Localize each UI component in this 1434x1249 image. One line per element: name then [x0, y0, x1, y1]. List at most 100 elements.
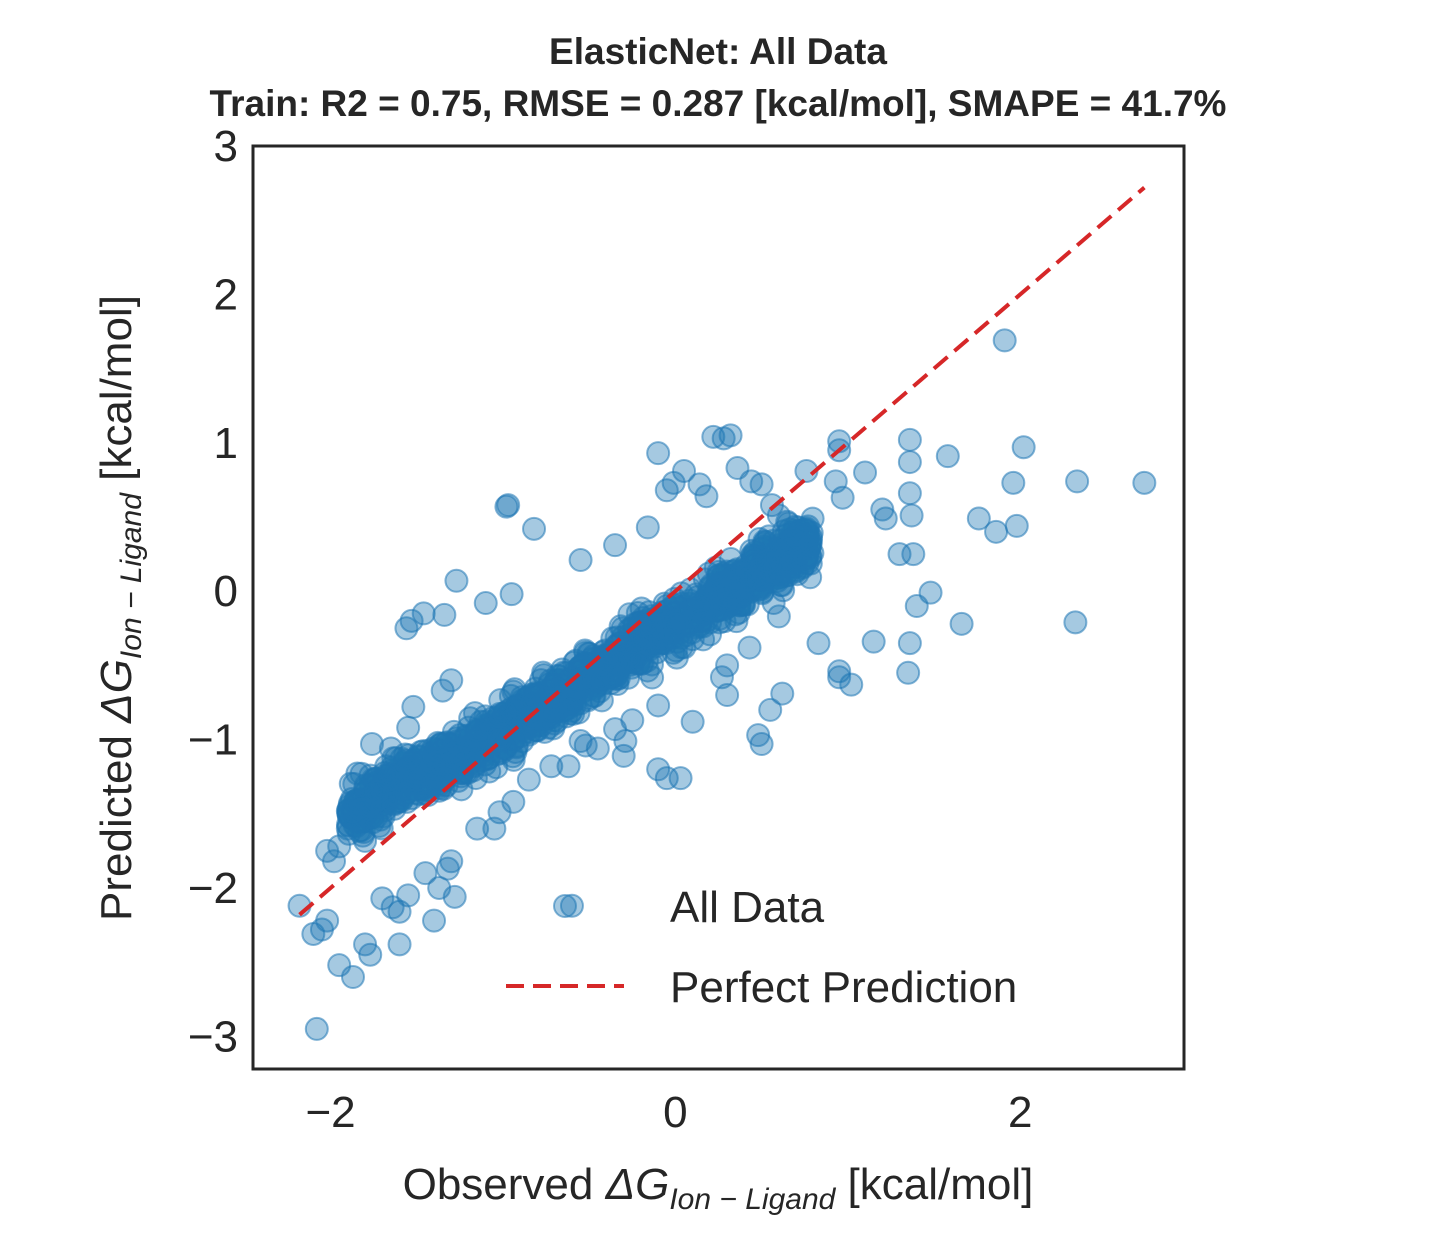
data-point: [539, 754, 564, 779]
data-point: [556, 754, 581, 779]
data-point: [749, 732, 774, 757]
data-point: [897, 427, 922, 452]
data-point: [477, 745, 502, 770]
y-tick-label: 2: [214, 270, 238, 319]
data-point: [715, 653, 740, 678]
data-point: [1132, 470, 1157, 495]
data-point: [897, 450, 922, 475]
data-points-dense-core: [335, 506, 825, 853]
y-axis-label: Predicted ΔGIon − Ligand [kcal/mol]: [92, 295, 148, 921]
data-point: [486, 704, 511, 729]
data-point: [897, 631, 922, 656]
data-point: [1063, 610, 1088, 635]
data-point: [758, 697, 783, 722]
data-point: [482, 816, 507, 841]
chart-title: ElasticNet: All Data: [549, 31, 887, 72]
data-point: [568, 729, 593, 754]
x-tick-label: 0: [663, 1088, 687, 1137]
data-point: [396, 715, 421, 740]
data-point: [603, 717, 628, 742]
data-point: [359, 732, 384, 757]
data-point: [505, 694, 530, 719]
data-point: [635, 515, 660, 540]
data-point: [899, 503, 924, 528]
data-point: [349, 797, 374, 822]
data-point: [394, 789, 419, 814]
y-tick-label: 3: [214, 122, 238, 171]
y-tick-label: −2: [188, 864, 238, 913]
data-point: [444, 568, 469, 593]
data-point: [399, 608, 424, 633]
data-point: [561, 701, 586, 726]
data-point: [559, 893, 584, 918]
data-point: [505, 700, 530, 725]
data-point: [465, 816, 490, 841]
data-point: [646, 693, 671, 718]
legend: All Data Perfect Prediction: [506, 883, 1017, 1012]
data-point: [1065, 469, 1090, 494]
data-point: [732, 558, 757, 583]
data-point: [516, 767, 541, 792]
data-point: [830, 485, 855, 510]
data-point: [1001, 470, 1026, 495]
data-point: [1004, 513, 1029, 538]
data-point: [662, 586, 687, 611]
data-point: [718, 423, 743, 448]
data-point: [770, 681, 795, 706]
data-point: [558, 666, 583, 691]
data-point: [901, 542, 926, 567]
data-point: [665, 629, 690, 654]
data-point: [654, 766, 679, 791]
data-point: [413, 861, 438, 886]
data-point: [605, 662, 630, 687]
data-point: [827, 665, 852, 690]
data-point: [806, 631, 831, 656]
data-point: [1011, 435, 1036, 460]
data-point: [473, 591, 498, 616]
y-tick-label: −3: [188, 1012, 238, 1061]
data-point: [887, 542, 912, 567]
data-point: [427, 767, 452, 792]
x-tick-label: 2: [1008, 1088, 1032, 1137]
data-point: [984, 519, 1009, 544]
legend-marker-all-data: [553, 894, 577, 918]
data-point: [780, 527, 805, 552]
data-point: [687, 472, 712, 497]
data-point: [861, 629, 886, 654]
data-point: [370, 886, 395, 911]
x-axis-ticks: −2 0 2: [305, 1088, 1032, 1137]
data-point: [668, 766, 693, 791]
data-point: [464, 717, 489, 742]
data-point: [992, 328, 1017, 353]
y-tick-label: 0: [214, 567, 238, 616]
legend-label-all-data: All Data: [670, 883, 825, 932]
data-point: [304, 1016, 329, 1041]
x-axis-label: Observed ΔGIon − Ligand [kcal/mol]: [403, 1160, 1034, 1216]
data-point: [522, 516, 547, 541]
data-point: [646, 757, 671, 782]
data-point: [358, 942, 383, 967]
data-point: [706, 559, 731, 584]
data-point: [427, 875, 452, 900]
legend-label-perfect-prediction: Perfect Prediction: [670, 963, 1017, 1012]
data-point: [737, 635, 762, 660]
data-point: [396, 883, 421, 908]
data-point: [603, 533, 628, 558]
data-point: [749, 472, 774, 497]
data-point: [672, 458, 697, 483]
data-point: [873, 506, 898, 531]
data-point: [785, 562, 810, 587]
y-tick-label: −1: [188, 716, 238, 765]
perfect-prediction-line: [298, 186, 1146, 917]
data-point: [422, 908, 447, 933]
x-tick-label: −2: [305, 1088, 355, 1137]
data-point: [680, 709, 705, 734]
data-point: [376, 767, 401, 792]
data-point: [715, 683, 740, 708]
data-point: [322, 849, 347, 874]
data-point: [698, 622, 723, 647]
data-points: [287, 328, 1157, 1041]
data-point: [420, 746, 445, 771]
data-point: [411, 601, 436, 626]
